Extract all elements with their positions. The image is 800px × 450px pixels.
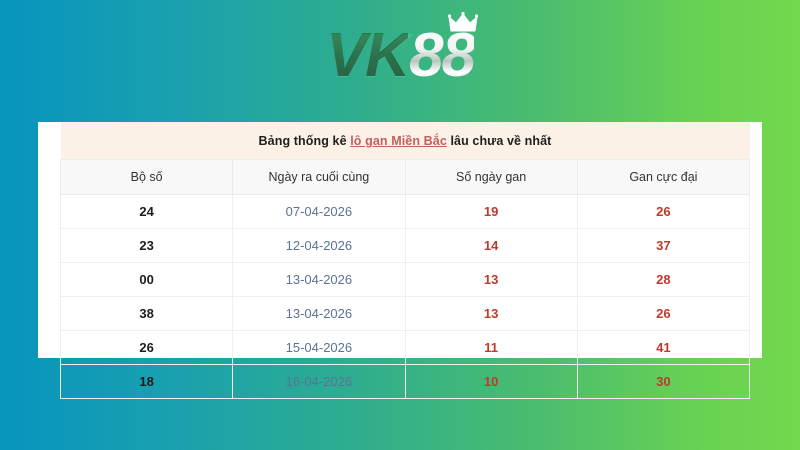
- cell-so-ngay-gan: 13: [404, 262, 578, 297]
- cell-ngay-ra: 13-04-2026: [232, 296, 406, 331]
- table-row: 18 16-04-2026 10 30: [59, 364, 751, 399]
- cell-gan-cuc-dai: 41: [576, 330, 751, 365]
- cell-so-ngay-gan: 19: [404, 194, 578, 229]
- cell-bo-so: 18: [59, 364, 234, 399]
- cell-bo-so: 00: [59, 262, 234, 297]
- table-row: 23 12-04-2026 14 37: [59, 228, 751, 263]
- table-row: 26 15-04-2026 11 41: [59, 330, 751, 365]
- cell-gan-cuc-dai: 26: [576, 296, 751, 331]
- table-title-row: Bảng thống kê lô gan Miền Bắc lâu chưa v…: [60, 122, 750, 160]
- stats-card: Bảng thống kê lô gan Miền Bắc lâu chưa v…: [38, 122, 762, 399]
- cell-bo-so: 38: [59, 296, 234, 331]
- logo-text-88: 88: [409, 21, 476, 90]
- table-row: 24 07-04-2026 19 26: [59, 194, 751, 229]
- column-header-gan-cuc-dai: Gan cực đại: [576, 159, 751, 195]
- cell-bo-so: 23: [59, 228, 234, 263]
- site-logo[interactable]: VK 88: [0, 0, 800, 112]
- table-row: 00 13-04-2026 13 28: [59, 262, 751, 297]
- cell-ngay-ra: 16-04-2026: [232, 364, 406, 399]
- cell-ngay-ra: 15-04-2026: [232, 330, 406, 365]
- cell-so-ngay-gan: 14: [404, 228, 578, 263]
- crown-icon: [448, 12, 479, 32]
- column-header-ngay-ra-cuoi-cung: Ngày ra cuối cùng: [232, 159, 406, 195]
- cell-so-ngay-gan: 11: [404, 330, 578, 365]
- cell-bo-so: 24: [59, 194, 234, 229]
- table-title-suffix: lâu chưa về nhất: [446, 134, 552, 148]
- cell-bo-so: 26: [59, 330, 234, 365]
- cell-so-ngay-gan: 10: [404, 364, 578, 399]
- cell-gan-cuc-dai: 28: [576, 262, 751, 297]
- cell-ngay-ra: 12-04-2026: [232, 228, 406, 263]
- cell-ngay-ra: 07-04-2026: [232, 194, 406, 229]
- cell-gan-cuc-dai: 26: [576, 194, 751, 229]
- lo-gan-mien-bac-link[interactable]: lô gan Miền Bắc: [350, 134, 447, 148]
- table-title: Bảng thống kê lô gan Miền Bắc lâu chưa v…: [60, 122, 750, 160]
- cell-ngay-ra: 13-04-2026: [232, 262, 406, 297]
- column-header-so-ngay-gan: Số ngày gan: [404, 159, 578, 195]
- table-header-row: Bộ số Ngày ra cuối cùng Số ngày gan Gan …: [59, 159, 751, 195]
- cell-gan-cuc-dai: 30: [576, 364, 751, 399]
- lo-gan-statistics-table: Bảng thống kê lô gan Miền Bắc lâu chưa v…: [59, 122, 751, 399]
- table-row: 38 13-04-2026 13 26: [59, 296, 751, 331]
- logo-text: VK 88: [325, 12, 479, 90]
- cell-so-ngay-gan: 13: [404, 296, 578, 331]
- logo-text-vk: VK: [325, 21, 410, 90]
- column-header-bo-so: Bộ số: [59, 159, 234, 195]
- table-title-prefix: Bảng thống kê: [258, 134, 351, 148]
- cell-gan-cuc-dai: 37: [576, 228, 751, 263]
